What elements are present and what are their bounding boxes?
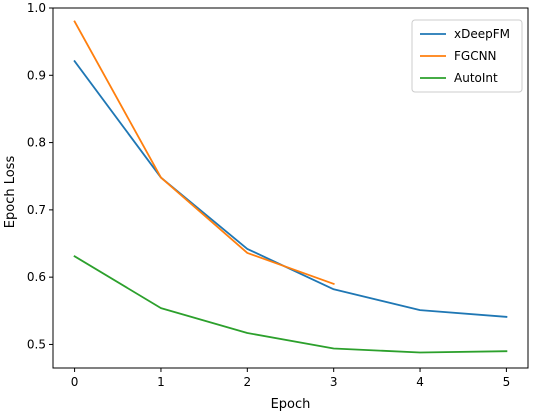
x-tick-label: 2 <box>243 375 251 389</box>
series-layer <box>73 20 508 354</box>
y-tick-label: 1.0 <box>27 1 46 15</box>
legend-box <box>411 19 523 93</box>
series-line-fgcnn <box>73 20 335 286</box>
x-tick-label: 4 <box>416 375 424 389</box>
x-tick-label: 5 <box>503 375 511 389</box>
x-tick-label: 1 <box>157 375 165 389</box>
axes-layer: 0 1 2 3 4 5 0.5 0.6 0.7 0.8 0.9 1.0 <box>27 1 529 389</box>
series-line-autoint <box>73 255 508 354</box>
y-tick-label: 0.9 <box>27 68 46 82</box>
x-axis-label: Epoch <box>271 397 311 412</box>
y-tick-label: 0.6 <box>27 270 46 284</box>
legend-label-fgcnn: FGCNN <box>454 49 497 63</box>
legend-label-autoint: AutoInt <box>454 71 498 85</box>
y-tick-label: 0.8 <box>27 136 46 150</box>
axes-frame <box>52 7 529 369</box>
y-tick-label: 0.5 <box>27 337 46 351</box>
legend: xDeepFM FGCNN AutoInt <box>411 19 523 93</box>
legend-label-xdeepfm: xDeepFM <box>454 27 510 41</box>
x-tick-label: 3 <box>330 375 338 389</box>
x-tick-label: 0 <box>71 375 79 389</box>
y-tick-label: 0.7 <box>27 203 46 217</box>
y-axis-label: Epoch Loss <box>3 156 18 229</box>
